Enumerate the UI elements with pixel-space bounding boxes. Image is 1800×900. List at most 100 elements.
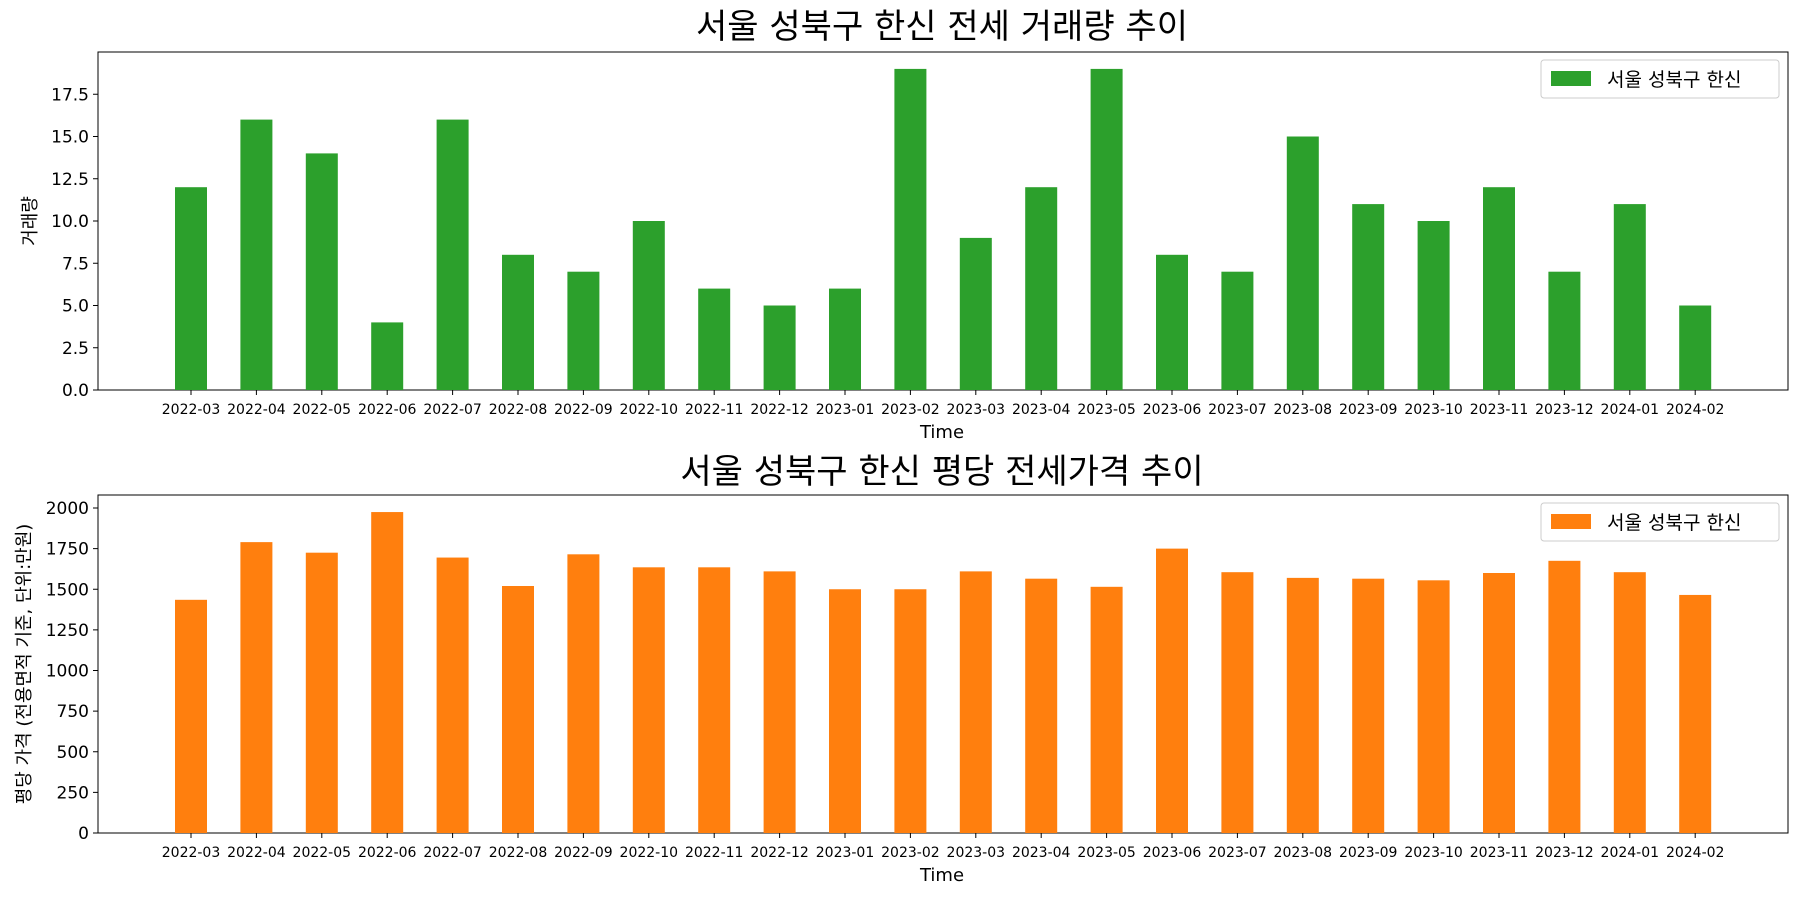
bar-2023-11: [1483, 573, 1515, 833]
legend: 서울 성북구 한신: [1540, 502, 1780, 542]
bar-2022-12: [763, 305, 796, 390]
x-tick-label: 2023-03: [947, 845, 1006, 861]
bar-2022-03: [175, 599, 207, 833]
bar-2024-02: [1679, 594, 1712, 833]
bar-2023-06: [1156, 548, 1188, 833]
chart-title: 서울 성북구 한신 평당 전세가격 추이: [680, 452, 1203, 492]
x-tick-label: 2023-10: [1404, 402, 1463, 418]
bar-2023-03: [959, 571, 992, 833]
bar-2022-04: [240, 119, 273, 390]
plot-frame: [97, 51, 1789, 391]
plot-frame: [97, 494, 1789, 834]
x-tick-label: 2024-01: [1601, 402, 1660, 418]
bar-2023-05: [1090, 586, 1123, 833]
legend-label: 서울 성북구 한신: [1607, 512, 1741, 534]
x-tick-label: 2023-07: [1208, 845, 1267, 861]
x-tick-label: 2023-11: [1470, 402, 1529, 418]
bar-2023-06: [1156, 254, 1188, 390]
y-tick-label: 1000: [46, 662, 89, 682]
bar-2022-09: [567, 271, 600, 390]
y-tick-label: 12.5: [51, 170, 89, 190]
y-tick-label: 2000: [46, 499, 89, 519]
x-tick-label: 2023-06: [1143, 845, 1202, 861]
bar-2023-02: [894, 68, 927, 391]
bar-2023-07: [1221, 271, 1254, 390]
bar-2023-11: [1483, 187, 1515, 390]
bar-2022-11: [698, 288, 731, 390]
bar-2024-01: [1613, 572, 1646, 833]
x-tick-label: 2022-05: [293, 845, 352, 861]
bar-2022-07: [436, 119, 469, 390]
x-tick-label: 2023-06: [1143, 402, 1202, 418]
x-tick-label: 2022-11: [685, 402, 744, 418]
x-tick-label: 2023-01: [816, 845, 875, 861]
bar-group: [175, 512, 1712, 833]
legend-label: 서울 성북구 한신: [1607, 69, 1741, 91]
y-tick-label: 500: [57, 743, 89, 763]
x-tick-label: 2023-11: [1470, 845, 1529, 861]
y-tick-label: 0: [78, 824, 89, 844]
bar-2022-05: [305, 552, 338, 833]
x-tick-label: 2024-02: [1666, 402, 1725, 418]
x-tick-label: 2022-06: [358, 402, 417, 418]
y-tick-label: 250: [57, 783, 89, 803]
x-axis-label: Time: [919, 865, 964, 886]
x-tick-label: 2023-04: [1012, 845, 1071, 861]
bar-2023-12: [1548, 271, 1581, 390]
bar-2022-10: [632, 221, 665, 390]
volume-chart: 서울 성북구 한신 전세 거래량 추이 Time 거래량 0.0 2.5 5.0 7.…: [20, 7, 1789, 443]
x-tick-group: 2022-03 2022-04 2022-05 2022-06 2022-07 2022-…: [162, 833, 1725, 861]
legend-box: [1540, 59, 1780, 99]
bar-2023-09: [1352, 204, 1385, 390]
x-tick-label: 2024-02: [1666, 845, 1725, 861]
bar-2023-08: [1286, 136, 1319, 390]
legend-swatch: [1551, 514, 1591, 529]
bar-2023-10: [1417, 221, 1450, 390]
x-tick-group: 2022-03 2022-04 2022-05 2022-06 2022-07 2022-…: [162, 390, 1725, 418]
y-tick-label: 2.5: [62, 339, 89, 359]
x-tick-label: 2023-08: [1274, 845, 1333, 861]
x-tick-label: 2022-03: [162, 845, 221, 861]
bar-2022-09: [567, 554, 600, 833]
bar-2023-01: [829, 288, 861, 390]
x-tick-label: 2022-10: [620, 402, 679, 418]
x-tick-label: 2023-01: [816, 402, 875, 418]
y-tick-label: 1250: [46, 621, 89, 641]
x-tick-label: 2022-06: [358, 845, 417, 861]
x-tick-label: 2023-12: [1535, 402, 1594, 418]
x-tick-label: 2022-12: [750, 402, 809, 418]
x-tick-label: 2022-04: [227, 402, 286, 418]
bar-2023-05: [1090, 68, 1123, 391]
y-tick-group: 0.0 2.5 5.0 7.5 10.0 12.5 15.0 17.5: [51, 85, 98, 401]
bar-2022-10: [632, 567, 665, 833]
y-tick-label: 15.0: [51, 128, 89, 148]
x-tick-label: 2022-09: [554, 402, 613, 418]
y-tick-label: 5.0: [62, 297, 89, 317]
x-tick-label: 2023-12: [1535, 845, 1594, 861]
x-tick-label: 2022-03: [162, 402, 221, 418]
bar-2023-03: [959, 237, 992, 390]
x-tick-label: 2022-04: [227, 845, 286, 861]
y-tick-label: 10.0: [51, 212, 89, 232]
x-tick-label: 2023-05: [1077, 845, 1136, 861]
x-tick-label: 2022-11: [685, 845, 744, 861]
bar-2022-11: [698, 567, 731, 833]
bar-2023-09: [1352, 578, 1385, 833]
y-tick-label: 1500: [46, 580, 89, 600]
legend: 서울 성북구 한신: [1540, 59, 1780, 99]
bar-group: [175, 68, 1712, 391]
x-tick-label: 2023-02: [881, 845, 940, 861]
bar-2022-03: [175, 187, 207, 390]
bar-2023-04: [1025, 578, 1058, 833]
bar-2022-08: [502, 586, 534, 833]
x-tick-label: 2023-09: [1339, 402, 1398, 418]
x-tick-label: 2023-08: [1274, 402, 1333, 418]
bar-2023-04: [1025, 187, 1058, 390]
x-tick-label: 2023-10: [1404, 845, 1463, 861]
bar-2023-07: [1221, 572, 1254, 833]
x-tick-label: 2022-07: [423, 402, 482, 418]
y-tick-group: 0 250 500 750 1000 1250 1500 1750 2000: [46, 499, 98, 844]
x-tick-label: 2023-04: [1012, 402, 1071, 418]
x-tick-label: 2023-03: [947, 402, 1006, 418]
